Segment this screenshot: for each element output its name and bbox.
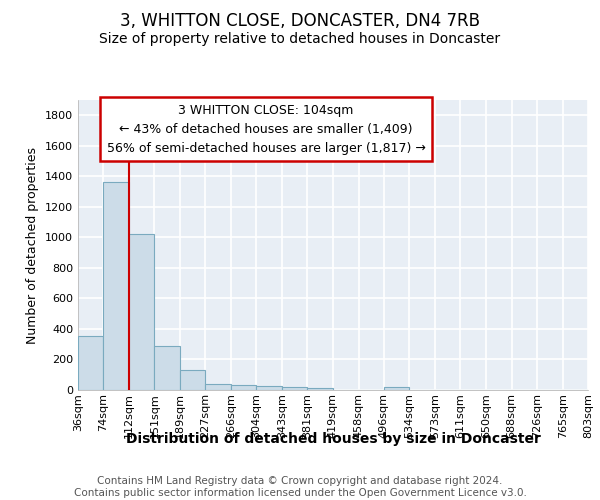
Bar [384, 387, 409, 390]
Bar [128, 234, 154, 390]
Bar [180, 370, 205, 390]
Bar [103, 182, 128, 390]
Y-axis label: Number of detached properties: Number of detached properties [26, 146, 40, 344]
Text: Contains HM Land Registry data © Crown copyright and database right 2024.
Contai: Contains HM Land Registry data © Crown c… [74, 476, 526, 498]
Bar [231, 384, 256, 390]
Bar [78, 336, 103, 390]
Bar [154, 346, 180, 390]
Text: 3 WHITTON CLOSE: 104sqm
← 43% of detached houses are smaller (1,409)
56% of semi: 3 WHITTON CLOSE: 104sqm ← 43% of detache… [107, 104, 425, 154]
Text: 3, WHITTON CLOSE, DONCASTER, DN4 7RB: 3, WHITTON CLOSE, DONCASTER, DN4 7RB [120, 12, 480, 30]
Text: Distribution of detached houses by size in Doncaster: Distribution of detached houses by size … [125, 432, 541, 446]
Bar [256, 386, 282, 390]
Bar [205, 384, 231, 390]
Bar [307, 388, 332, 390]
Bar [282, 387, 307, 390]
Text: Size of property relative to detached houses in Doncaster: Size of property relative to detached ho… [100, 32, 500, 46]
